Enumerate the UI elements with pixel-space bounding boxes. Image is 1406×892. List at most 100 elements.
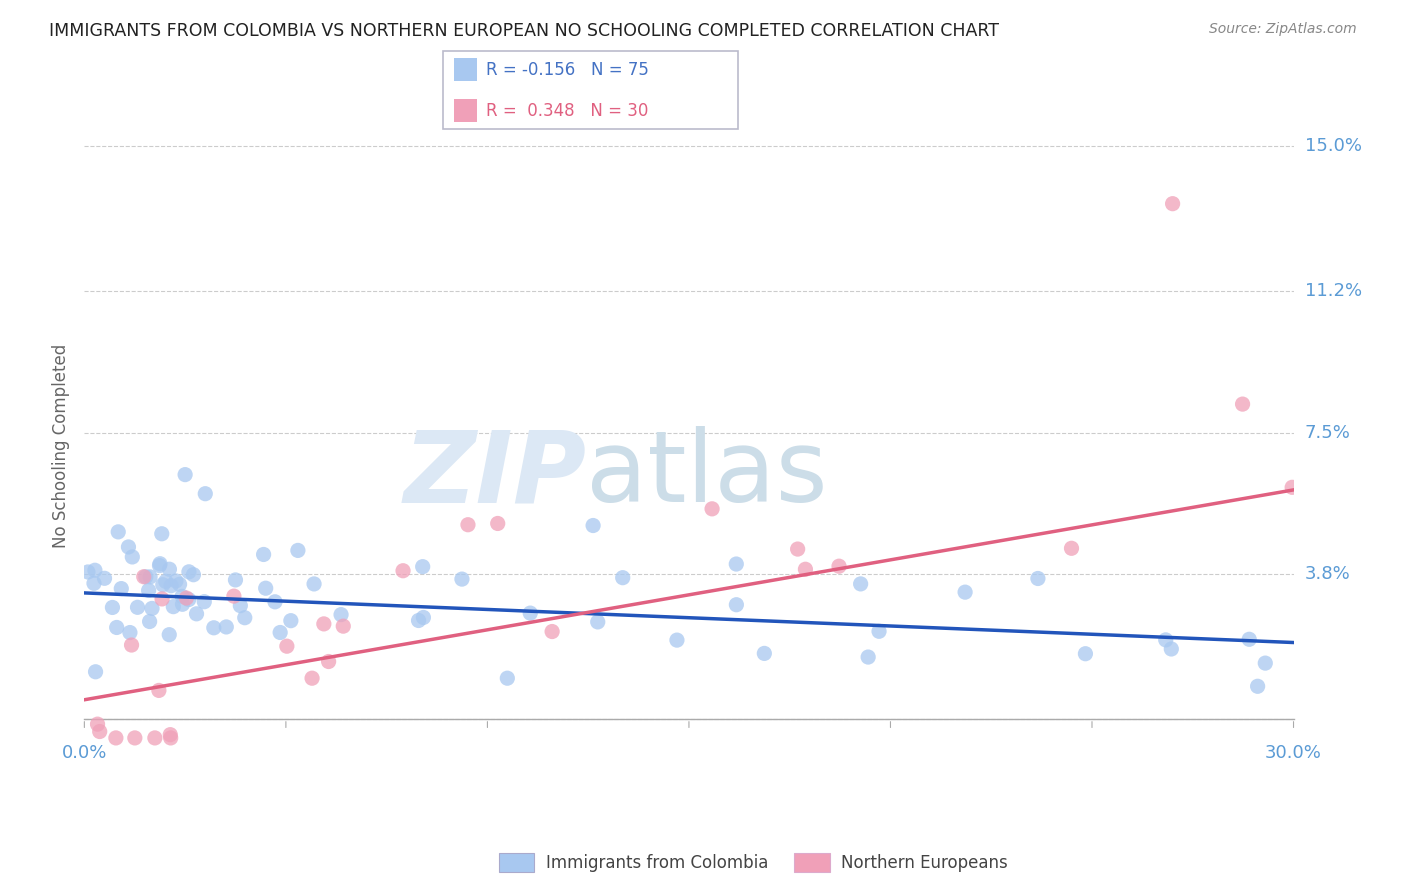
Point (1246, 679, 1268, 693)
Point (77, 565, 100, 579)
Point (725, 598, 748, 612)
Point (849, 577, 872, 591)
Point (183, 567, 205, 582)
Point (519, 606, 541, 620)
Point (124, 731, 146, 745)
Point (1074, 647, 1097, 661)
Point (135, 570, 157, 584)
Text: 11.2%: 11.2% (1305, 283, 1362, 301)
Point (332, 619, 354, 633)
Point (1160, 642, 1182, 657)
Point (318, 655, 340, 669)
Point (176, 591, 198, 605)
Text: atlas: atlas (586, 426, 828, 523)
Point (89, 724, 111, 739)
Point (1026, 572, 1049, 586)
Point (138, 583, 160, 598)
Point (287, 543, 309, 558)
Text: Immigrants from Colombia: Immigrants from Colombia (546, 854, 768, 871)
Point (412, 559, 434, 574)
Y-axis label: No Schooling Completed: No Schooling Completed (52, 344, 70, 548)
Text: 30.0%: 30.0% (1265, 744, 1322, 762)
Point (700, 501, 723, 516)
Point (856, 650, 879, 665)
Point (139, 570, 162, 584)
Point (107, 524, 129, 539)
Point (408, 614, 430, 628)
Point (586, 615, 609, 629)
Point (93, 571, 115, 585)
Text: IMMIGRANTS FROM COLOMBIA VS NORTHERN EUROPEAN NO SCHOOLING COMPLETED CORRELATION: IMMIGRANTS FROM COLOMBIA VS NORTHERN EUR… (49, 22, 1000, 40)
Point (828, 559, 851, 574)
Text: Northern Europeans: Northern Europeans (841, 854, 1008, 871)
Point (786, 542, 808, 557)
Point (165, 574, 187, 588)
Point (157, 628, 180, 642)
Point (132, 570, 155, 584)
Point (141, 601, 163, 615)
Point (118, 625, 141, 640)
Point (794, 562, 817, 576)
Text: R = -0.156   N = 75: R = -0.156 N = 75 (486, 61, 650, 78)
Point (486, 516, 509, 531)
Text: 0.0%: 0.0% (62, 744, 107, 762)
Point (83, 576, 105, 591)
Point (84, 665, 107, 679)
Point (269, 625, 291, 640)
Point (186, 607, 208, 621)
Point (159, 731, 181, 745)
Point (224, 573, 246, 587)
Point (252, 548, 274, 562)
Point (150, 526, 173, 541)
Point (457, 517, 479, 532)
Point (233, 611, 256, 625)
Point (276, 639, 298, 653)
Point (868, 624, 890, 639)
Point (121, 549, 143, 564)
Point (143, 731, 166, 745)
Point (229, 599, 252, 613)
Point (665, 633, 688, 648)
Point (312, 616, 335, 631)
Point (412, 610, 434, 624)
Point (1232, 397, 1254, 411)
Point (160, 579, 183, 593)
Point (110, 582, 132, 596)
Point (127, 600, 149, 615)
Point (392, 564, 415, 578)
Text: ZIP: ZIP (404, 426, 586, 523)
Point (330, 607, 353, 622)
Point (105, 620, 128, 634)
Point (174, 467, 197, 482)
Point (104, 731, 127, 745)
Point (264, 595, 287, 609)
Point (612, 571, 634, 585)
Point (177, 565, 200, 579)
Point (194, 486, 217, 500)
Text: 15.0%: 15.0% (1305, 137, 1361, 155)
Point (138, 615, 160, 629)
Point (1281, 480, 1303, 494)
Point (101, 600, 124, 615)
Point (953, 585, 976, 599)
Point (1154, 632, 1177, 647)
Text: R =  0.348   N = 30: R = 0.348 N = 30 (486, 102, 648, 120)
Point (280, 614, 302, 628)
Point (159, 562, 181, 576)
Point (451, 572, 474, 586)
Point (149, 557, 172, 571)
Point (496, 671, 519, 685)
Point (148, 683, 170, 698)
Point (117, 540, 139, 554)
Point (1060, 541, 1083, 556)
Point (754, 647, 776, 661)
Point (177, 592, 200, 607)
Point (301, 671, 323, 685)
Point (150, 591, 173, 606)
Point (148, 558, 170, 573)
Point (302, 577, 325, 591)
Point (1237, 632, 1260, 647)
Point (222, 589, 245, 603)
Text: Source: ZipAtlas.com: Source: ZipAtlas.com (1209, 22, 1357, 37)
Point (159, 728, 181, 742)
